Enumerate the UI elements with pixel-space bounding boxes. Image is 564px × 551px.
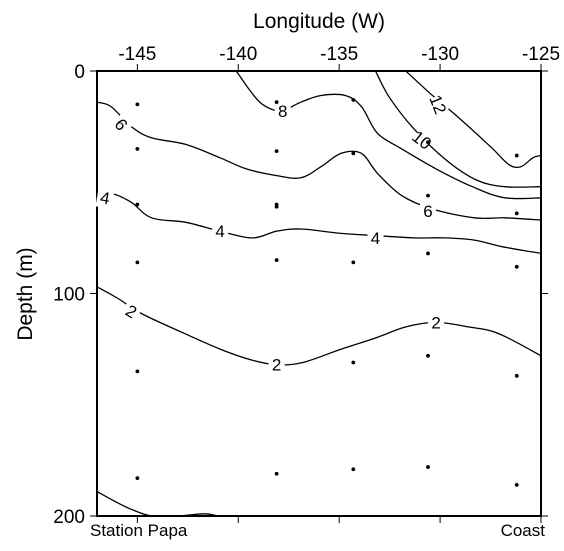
y-tick-label: 200 xyxy=(53,507,85,528)
contour-lines xyxy=(97,71,541,516)
station-point xyxy=(274,149,279,154)
contour-label-bg xyxy=(108,111,135,137)
contour-line-4 xyxy=(97,192,541,255)
plot-frame-group xyxy=(96,70,542,517)
station-point xyxy=(135,202,140,207)
station-point xyxy=(274,100,279,105)
contour-label-bg xyxy=(367,227,384,248)
station-point xyxy=(351,360,356,365)
contour-label-10: 10 xyxy=(408,127,435,154)
station-point xyxy=(514,373,519,378)
contour-label-bg xyxy=(428,312,445,333)
station-point xyxy=(426,140,430,145)
station-point xyxy=(351,151,356,156)
station-point xyxy=(351,98,356,102)
contour-line-12 xyxy=(405,71,541,169)
station-point xyxy=(514,264,519,269)
x-tick-label: -135 xyxy=(320,44,358,65)
contour-label-4: 4 xyxy=(371,229,380,248)
contour-label-bg xyxy=(425,93,451,116)
plot-frame xyxy=(96,70,542,517)
station-point xyxy=(135,146,140,151)
contour-label-bg xyxy=(409,127,435,153)
contour-label-bg xyxy=(95,186,115,210)
station-point xyxy=(135,260,140,265)
contour-line-6 xyxy=(97,101,541,221)
x-tick-label: -125 xyxy=(522,44,560,65)
contour-label-8: 8 xyxy=(278,102,287,121)
contour-label-bg xyxy=(268,354,285,375)
x-axis-title: Longitude (W) xyxy=(253,10,385,33)
station-point xyxy=(135,369,140,374)
station-point xyxy=(274,204,279,209)
corner-label-left: Station Papa xyxy=(90,521,188,540)
station-point xyxy=(514,153,519,158)
station-point xyxy=(426,251,430,256)
contour-label-12: 12 xyxy=(425,92,450,117)
contour-label-bg xyxy=(419,201,436,222)
x-tick-label: -140 xyxy=(219,44,257,65)
y-tick-labels: 0 100 200 xyxy=(53,62,85,528)
contour-label-bg xyxy=(212,221,229,242)
x-tick-label: -130 xyxy=(421,44,459,65)
contour-label-2: 2 xyxy=(272,356,281,375)
contour-line-2 xyxy=(97,286,541,366)
station-point xyxy=(351,260,356,265)
y-tick-label: 0 xyxy=(74,62,85,83)
station-point xyxy=(274,258,279,263)
station-point xyxy=(514,211,519,216)
contour-label-bg xyxy=(274,101,291,122)
station-point xyxy=(426,193,430,198)
contour-line-10 xyxy=(374,71,541,188)
station-points xyxy=(135,98,519,487)
axis-ticks xyxy=(90,64,548,523)
x-tick-label: -145 xyxy=(118,44,156,65)
station-point xyxy=(351,467,356,472)
station-point xyxy=(274,471,279,476)
y-axis-title: Depth (m) xyxy=(14,247,37,340)
contour-label-4: 4 xyxy=(215,222,224,241)
contour-label-bg xyxy=(119,298,144,324)
corner-label-right: Coast xyxy=(501,521,546,540)
contour-label-4: 4 xyxy=(99,188,112,208)
station-point xyxy=(135,476,140,481)
station-point xyxy=(135,102,140,107)
contour-label-6: 6 xyxy=(423,202,432,221)
contour-line-8 xyxy=(235,71,541,200)
contour-line-unlabeled xyxy=(97,490,219,516)
station-point xyxy=(514,482,519,487)
x-tick-labels: -145 -140 -135 -130 -125 xyxy=(118,44,560,65)
station-point xyxy=(426,465,430,469)
y-tick-label: 100 xyxy=(53,285,85,306)
station-point xyxy=(426,353,430,358)
contour-label-2: 2 xyxy=(431,313,440,332)
